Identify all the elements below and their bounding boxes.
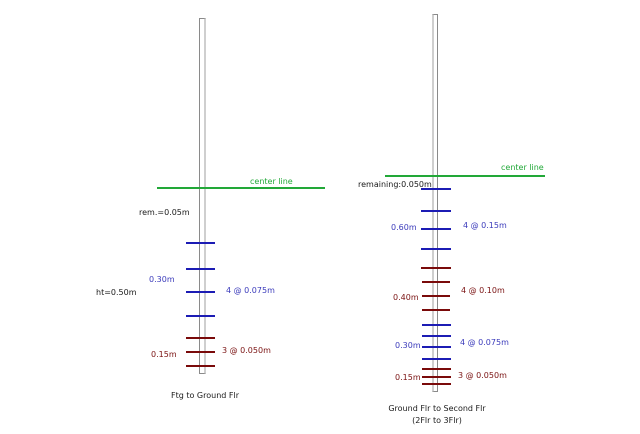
tie-tick	[186, 365, 215, 367]
tie-tick	[422, 376, 451, 378]
tie-tick	[421, 248, 451, 250]
tie-tick	[186, 291, 215, 293]
right-segment-length: 0.60m	[391, 223, 417, 232]
left-caption: Ftg to Ground Flr	[170, 391, 239, 400]
tie-tick	[186, 351, 215, 353]
tie-tick	[422, 358, 451, 360]
left-segment-length: 0.15m	[151, 350, 177, 359]
tie-tick	[186, 268, 215, 270]
tie-tick	[421, 228, 451, 230]
tie-tick	[422, 295, 450, 297]
left-segment-spacing: 4 @ 0.075m	[226, 286, 275, 295]
right-remaining-label: remaining:0.050m	[358, 180, 432, 189]
right-segment-length: 0.30m	[395, 341, 421, 350]
tie-tick	[421, 188, 451, 190]
right-caption-line2: (2Flr to 3Flr)	[412, 416, 462, 425]
right-segment-length: 0.15m	[395, 373, 421, 382]
left-segment-spacing: 3 @ 0.050m	[222, 346, 271, 355]
tie-tick	[422, 383, 451, 385]
tie-tick	[422, 309, 450, 311]
left-column-bar	[199, 18, 206, 374]
right-segment-spacing: 4 @ 0.15m	[463, 221, 507, 230]
right-segment-spacing: 4 @ 0.075m	[460, 338, 509, 347]
tie-tick	[422, 281, 450, 283]
tie-tick	[421, 267, 451, 269]
right-segment-length: 0.40m	[393, 293, 419, 302]
tie-tick	[186, 337, 215, 339]
left-segment-length: 0.30m	[149, 275, 175, 284]
tie-tick	[186, 315, 215, 317]
right-segment-spacing: 3 @ 0.050m	[458, 371, 507, 380]
tie-tick	[422, 368, 451, 370]
tie-tick	[422, 346, 451, 348]
right-center-line-label: center line	[501, 163, 544, 172]
tie-tick	[186, 242, 215, 244]
left-height-label: ht=0.50m	[96, 288, 137, 297]
right-center-line	[385, 175, 545, 177]
right-column-bar	[432, 14, 438, 392]
tie-tick	[422, 335, 451, 337]
right-segment-spacing: 4 @ 0.10m	[461, 286, 505, 295]
left-remaining-label: rem.=0.05m	[139, 208, 190, 217]
left-center-line	[157, 187, 325, 189]
left-center-line-label: center line	[250, 177, 293, 186]
right-caption-line1: Ground Flr to Second Flr	[388, 404, 486, 413]
tie-tick	[422, 324, 451, 326]
tie-tick	[421, 210, 451, 212]
